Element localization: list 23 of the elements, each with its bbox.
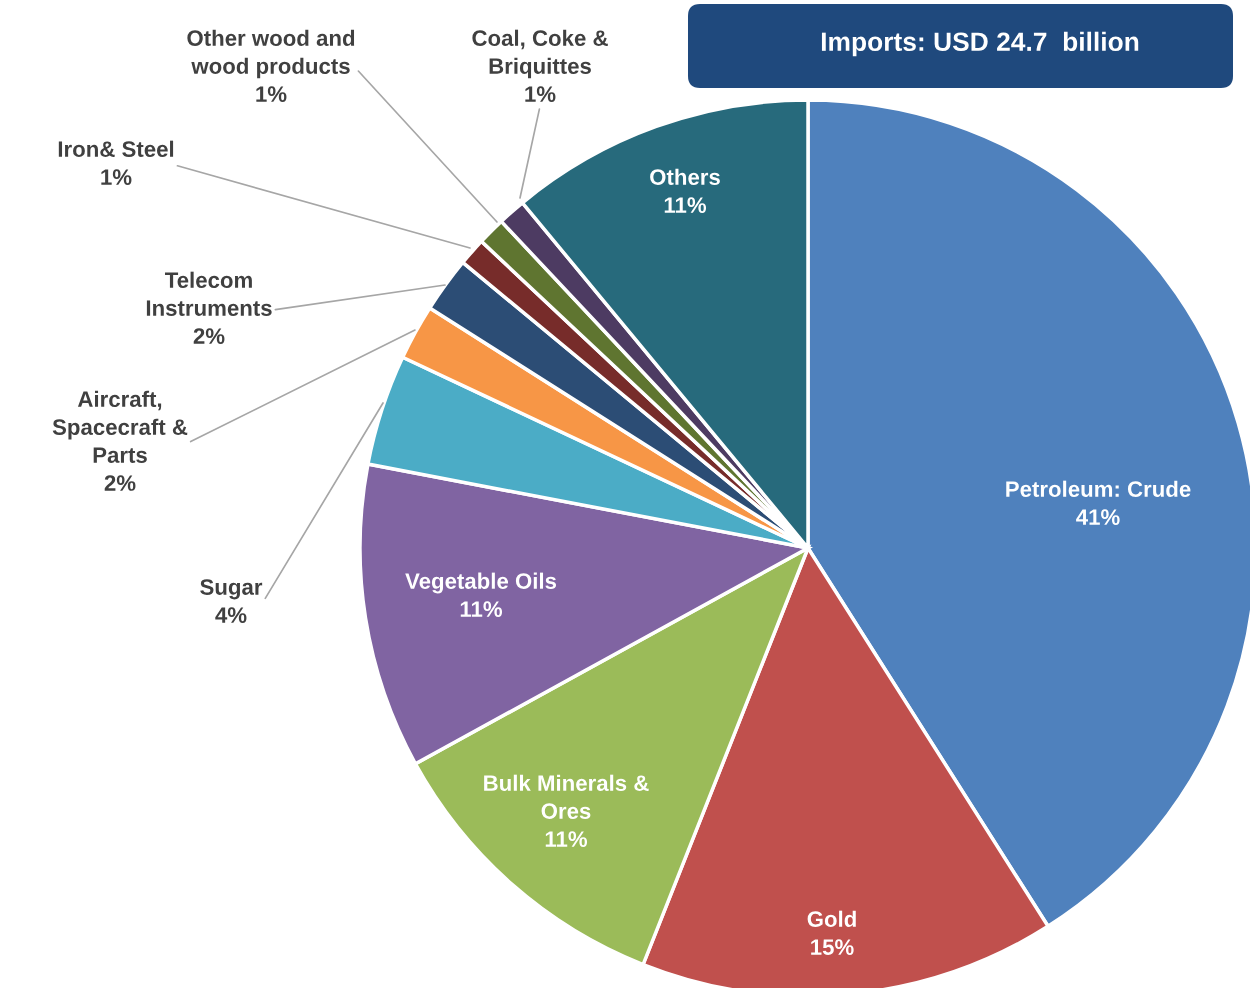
slice-label: Sugar <box>200 579 263 600</box>
data-label: 1% <box>525 86 556 102</box>
slice-label: Aircraft, Spacecraft & Parts <box>52 390 188 463</box>
slice-label: Iron& Steel <box>58 140 174 157</box>
data-label: 11% <box>545 831 588 847</box>
data-label: 11% <box>664 197 707 213</box>
data-label: 1% <box>101 169 132 185</box>
slice-label: Coal, Coke & Briquittes <box>472 29 608 79</box>
slice-label: Bulk Minerals & Ores <box>484 774 649 819</box>
slice-label: Telecom Instruments <box>146 271 272 316</box>
slice-label: Petroleum: Crude <box>1006 480 1191 497</box>
slice-label: Other wood and wood products <box>187 29 355 79</box>
data-label: 4% <box>215 607 247 623</box>
slice-label: Gold <box>807 910 856 927</box>
data-label: 41% <box>1076 509 1120 525</box>
chart-title: Imports: USD 24.7 billion <box>821 31 1139 57</box>
slice-label: Vegetable Oils <box>405 572 557 594</box>
data-label: 2% <box>193 328 225 344</box>
data-label: 11% <box>460 601 503 617</box>
slice-label: Others <box>650 168 720 185</box>
data-label: 2% <box>104 475 136 491</box>
data-label: 1% <box>256 86 287 102</box>
data-label: 15% <box>811 939 854 955</box>
